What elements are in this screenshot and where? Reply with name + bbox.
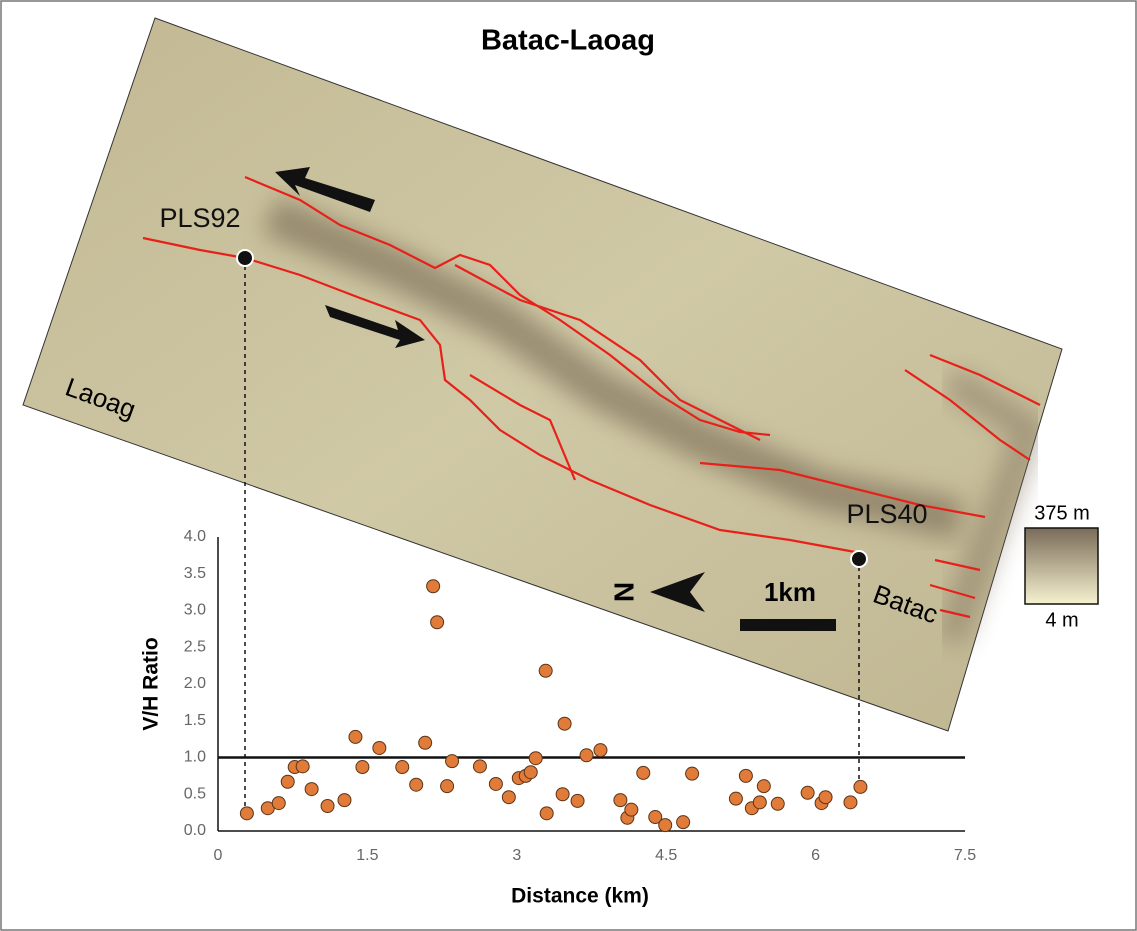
data-point: [427, 580, 440, 593]
north-label: N: [609, 582, 640, 602]
data-point: [296, 760, 309, 773]
x-tick-label: 0: [214, 847, 223, 864]
x-tick-label: 7.5: [954, 847, 976, 864]
data-point: [625, 803, 638, 816]
y-tick-label: 2.0: [184, 675, 206, 692]
data-point: [580, 749, 593, 762]
data-point: [441, 780, 454, 793]
data-point: [410, 778, 423, 791]
data-point: [819, 791, 832, 804]
y-tick-label: 3.5: [184, 565, 206, 582]
data-point: [686, 767, 699, 780]
data-point: [854, 780, 867, 793]
data-point: [524, 766, 537, 779]
x-axis-label: Distance (km): [511, 885, 649, 908]
data-point: [396, 761, 409, 774]
y-tick-label: 4.0: [184, 528, 206, 545]
data-point: [637, 766, 650, 779]
data-point: [677, 816, 690, 829]
y-tick-label: 1.5: [184, 712, 206, 729]
scale-bar: [740, 619, 836, 631]
data-point: [240, 807, 253, 820]
y-axis-label: V/H Ratio: [140, 637, 163, 730]
data-point: [844, 796, 857, 809]
data-point: [594, 744, 607, 757]
data-point: [556, 788, 569, 801]
chart-title: Batac-Laoag: [481, 25, 655, 57]
y-tick-label: 1.0: [184, 749, 206, 766]
data-point: [272, 797, 285, 810]
site-marker: [851, 551, 867, 567]
data-point: [771, 797, 784, 810]
data-point: [529, 752, 542, 765]
x-tick-label: 6: [811, 847, 820, 864]
x-tick-label: 1.5: [356, 847, 378, 864]
data-point: [753, 796, 766, 809]
data-point: [419, 736, 432, 749]
y-tick-label: 0.5: [184, 785, 206, 802]
data-point: [757, 780, 770, 793]
data-point: [539, 664, 552, 677]
data-point: [801, 786, 814, 799]
data-point: [431, 616, 444, 629]
data-point: [281, 775, 294, 788]
data-point: [659, 819, 672, 832]
legend-min: 4 m: [1045, 609, 1078, 631]
elevation-legend: [1025, 528, 1098, 604]
data-point: [356, 761, 369, 774]
data-point: [305, 783, 318, 796]
x-tick-label: 3: [512, 847, 521, 864]
data-point: [489, 777, 502, 790]
site-marker: [237, 250, 253, 266]
data-point: [473, 760, 486, 773]
site-label: PLS92: [159, 203, 240, 233]
y-tick-label: 2.5: [184, 638, 206, 655]
legend-max: 375 m: [1034, 502, 1090, 524]
site-label: PLS40: [846, 499, 927, 529]
data-point: [540, 807, 553, 820]
data-point: [571, 794, 584, 807]
figure: N 1km Laoag Batac PLS92 PLS40 375 m 4 m …: [0, 0, 1137, 931]
x-tick-label: 4.5: [655, 847, 677, 864]
data-point: [446, 755, 459, 768]
data-point: [614, 794, 627, 807]
data-point: [338, 794, 351, 807]
data-point: [502, 791, 515, 804]
data-point: [349, 730, 362, 743]
data-point: [321, 800, 334, 813]
data-point: [729, 792, 742, 805]
y-tick-label: 3.0: [184, 602, 206, 619]
scale-label: 1km: [764, 577, 816, 607]
data-point: [373, 741, 386, 754]
data-point: [558, 717, 571, 730]
data-point: [739, 769, 752, 782]
y-tick-label: 0.0: [184, 822, 206, 839]
